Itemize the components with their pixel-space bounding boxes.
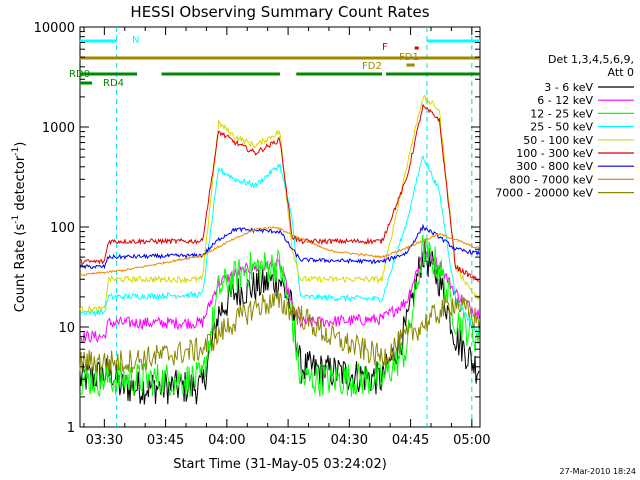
flag-bar <box>206 72 280 76</box>
flag-label: N <box>132 35 139 46</box>
plot-frame <box>79 26 481 428</box>
flag-bar <box>426 39 480 43</box>
x-tick-label: 04:00 <box>208 433 245 448</box>
flag-bar <box>386 72 480 76</box>
flag-label: RD4 <box>103 78 124 89</box>
series-line <box>79 94 480 314</box>
flag-bar <box>414 46 419 50</box>
flag-bar <box>79 81 93 85</box>
flag-label: FD2 <box>362 61 382 72</box>
legend-label: 800 - 7000 keV <box>509 173 593 186</box>
legend-label: 6 - 12 keV <box>537 94 593 107</box>
legend-label: 50 - 100 keV <box>523 134 593 147</box>
series-line <box>79 239 480 405</box>
x-tick-label: 03:45 <box>147 433 184 448</box>
y-tick-label: 10 <box>58 321 75 336</box>
legend-label: 3 - 6 keV <box>544 81 593 94</box>
y-tick-label: 1 <box>67 421 75 436</box>
series-line <box>79 103 480 282</box>
flag-bar <box>79 56 481 60</box>
footer-date: 27-Mar-2010 18:24 <box>560 467 637 476</box>
legend-label: 100 - 300 keV <box>516 147 593 160</box>
flag-bar <box>406 63 415 67</box>
flag-label: FD1 <box>399 52 419 63</box>
x-tick-label: 04:15 <box>269 433 306 448</box>
flag-bar <box>161 72 207 76</box>
legend-label: 300 - 800 keV <box>516 160 593 173</box>
x-axis: 03:30 03:45 04:00 04:15 04:30 04:45 05:00 <box>83 27 491 448</box>
x-tick-label: 05:00 <box>453 433 490 448</box>
plot-area: N F FD1 FD2 RD0 RD4 <box>69 26 481 428</box>
flag-bar <box>79 39 117 43</box>
series-line <box>79 226 480 276</box>
legend-label: 25 - 50 keV <box>530 121 593 134</box>
flag-label: F <box>382 42 388 53</box>
y-axis-label: Count Rate (s-1 detector-1) <box>11 142 28 313</box>
flag-label: RD0 <box>69 69 90 80</box>
x-tick-label: 03:30 <box>86 433 123 448</box>
flag-bar <box>296 72 383 76</box>
flag-bar <box>79 72 138 76</box>
series-line <box>79 291 480 373</box>
chart-title: HESSI Observing Summary Count Rates <box>130 3 429 21</box>
x-tick-label: 04:45 <box>392 433 429 448</box>
legend-label: 7000 - 20000 keV <box>495 187 593 200</box>
legend-attenuator: Att 0 <box>608 66 634 79</box>
y-axis: 1 10 100 1000 10000 <box>34 21 480 436</box>
series-line <box>79 234 480 398</box>
y-tick-label: 10000 <box>34 21 75 36</box>
x-tick-label: 04:30 <box>331 433 368 448</box>
legend-title: Det 1,3,4,5,6,9, <box>548 53 634 66</box>
y-tick-label: 100 <box>50 221 75 236</box>
series-line <box>79 155 480 335</box>
legend-label: 12 - 25 keV <box>530 107 593 120</box>
y-tick-label: 1000 <box>42 121 75 136</box>
x-axis-label: Start Time (31-May-05 03:24:02) <box>173 457 387 472</box>
